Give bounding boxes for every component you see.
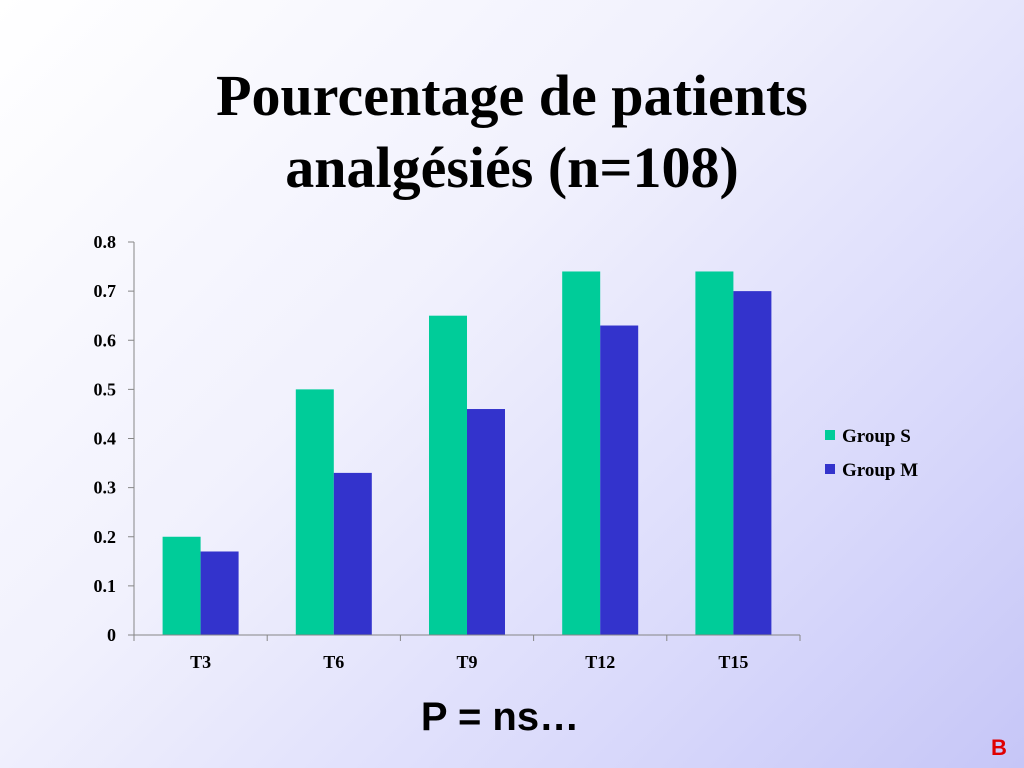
x-tick-label: T6 <box>323 652 344 672</box>
bar-group-m-t9 <box>467 409 505 635</box>
bar-group-m-t15 <box>733 291 772 635</box>
y-tick-label: 0 <box>107 625 116 645</box>
bar-group-s-t9 <box>429 315 467 635</box>
p-value-note: P = ns… <box>420 695 580 739</box>
legend-label: Group M <box>842 460 918 481</box>
y-tick-label: 0.5 <box>94 379 117 399</box>
x-tick-label: T15 <box>718 652 748 672</box>
legend-swatch <box>825 464 835 474</box>
bar-group-s-t6 <box>295 389 334 635</box>
title-line-1: Pourcentage de patients <box>216 63 808 128</box>
bars-group <box>162 271 772 635</box>
bar-group-m-t6 <box>333 472 372 635</box>
bar-group-m-t12 <box>600 325 639 635</box>
y-tick-label: 0.1 <box>94 576 117 596</box>
x-tick-label: T3 <box>190 652 211 672</box>
legend-swatch <box>825 430 835 440</box>
slide-title: Pourcentage de patients analgésiés (n=10… <box>0 60 1024 204</box>
y-tick-label: 0.3 <box>94 478 117 498</box>
legend-label: Group S <box>842 426 911 447</box>
x-tick-label: T12 <box>585 652 615 672</box>
corner-mark: B <box>991 735 1007 760</box>
y-tick-label: 0.4 <box>94 429 117 449</box>
y-tick-label: 0.6 <box>94 330 117 350</box>
y-tick-label: 0.7 <box>94 281 117 301</box>
title-line-2: analgésiés (n=108) <box>285 135 739 200</box>
x-tick-label: T9 <box>456 652 477 672</box>
bar-group-s-t15 <box>695 271 734 635</box>
bar-group-s-t3 <box>162 536 201 635</box>
axes-group: 0 0.1 0.2 0.3 0.4 0.5 0.6 0.7 0.8 T3 T6 T9 T12 T15 <box>94 232 801 672</box>
y-tick-label: 0.2 <box>94 527 117 547</box>
y-tick-label: 0.8 <box>94 232 117 252</box>
bar-group-s-t12 <box>562 271 601 635</box>
bar-group-m-t3 <box>200 551 239 635</box>
legend: Group S Group M <box>825 426 918 481</box>
